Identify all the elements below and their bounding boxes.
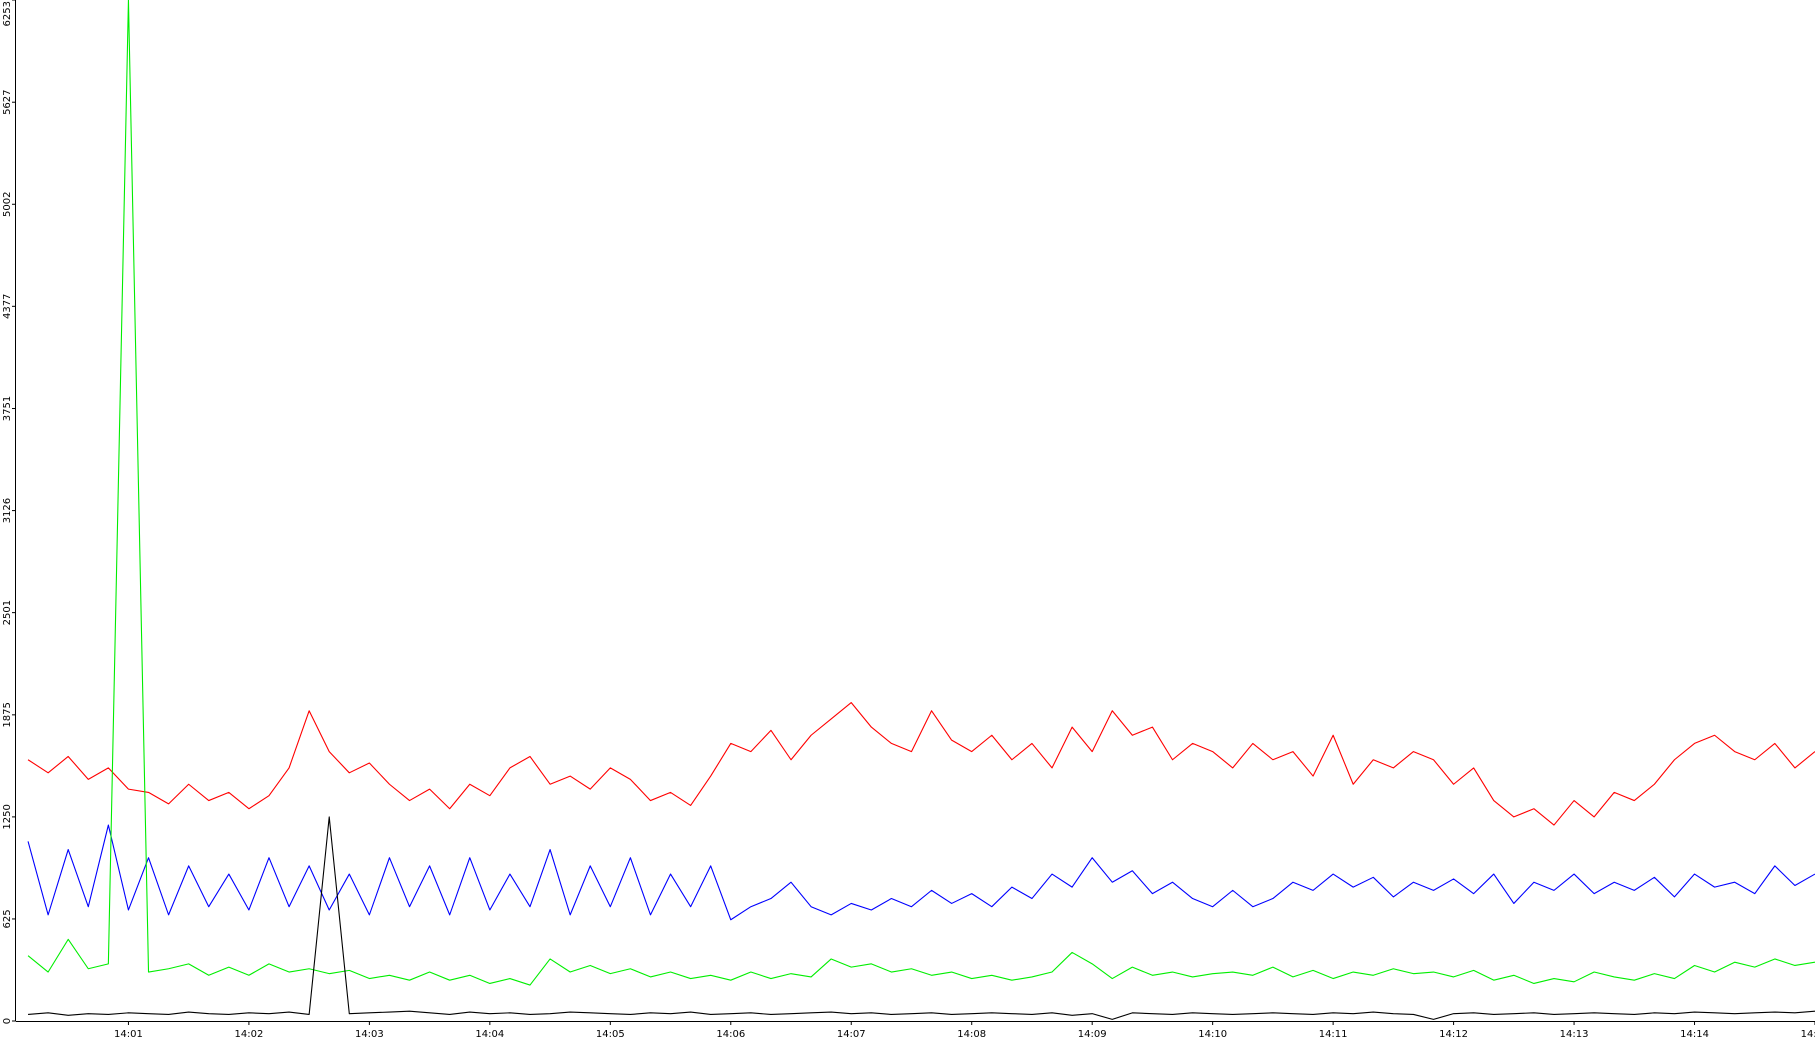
x-tick-label: 14:15	[1801, 1029, 1815, 1039]
x-tick-label: 14:11	[1319, 1029, 1348, 1039]
y-tick-label: 4377	[2, 294, 13, 319]
x-tick-label: 14:04	[475, 1029, 504, 1039]
y-tick-label: 3751	[2, 396, 13, 421]
y-tick-label: 0	[2, 1018, 13, 1024]
series-line	[28, 816, 1815, 1020]
x-tick-label: 14:08	[957, 1029, 986, 1039]
plot-area	[27, 0, 1815, 1020]
series-line	[27, 702, 1815, 826]
x-tick-label: 14:03	[355, 1029, 384, 1039]
series-line	[27, 0, 1815, 986]
y-tick-label: 3126	[2, 498, 13, 523]
x-tick-label: 14:09	[1078, 1029, 1107, 1039]
y-tick-label: 625	[2, 909, 13, 928]
y-tick-label: 2501	[2, 600, 13, 625]
x-tick-label: 14:12	[1439, 1029, 1468, 1039]
y-tick-label: 5002	[2, 192, 13, 217]
x-tick-label: 14:07	[837, 1029, 866, 1039]
x-tick-label: 14:01	[114, 1029, 143, 1039]
y-tick-label: 1250	[2, 804, 13, 829]
y-tick-label: 5627	[2, 89, 13, 114]
x-tick-label: 14:14	[1680, 1029, 1709, 1039]
y-tick-label: 1875	[2, 702, 13, 727]
y-tick-label: 6253	[2, 1, 13, 26]
series-line	[27, 824, 1815, 921]
x-tick-label: 14:06	[716, 1029, 745, 1039]
x-tick-label: 14:05	[596, 1029, 625, 1039]
x-tick-label: 14:02	[234, 1029, 263, 1039]
x-tick-label: 14:10	[1198, 1029, 1227, 1039]
x-tick-label: 14:13	[1560, 1029, 1589, 1039]
